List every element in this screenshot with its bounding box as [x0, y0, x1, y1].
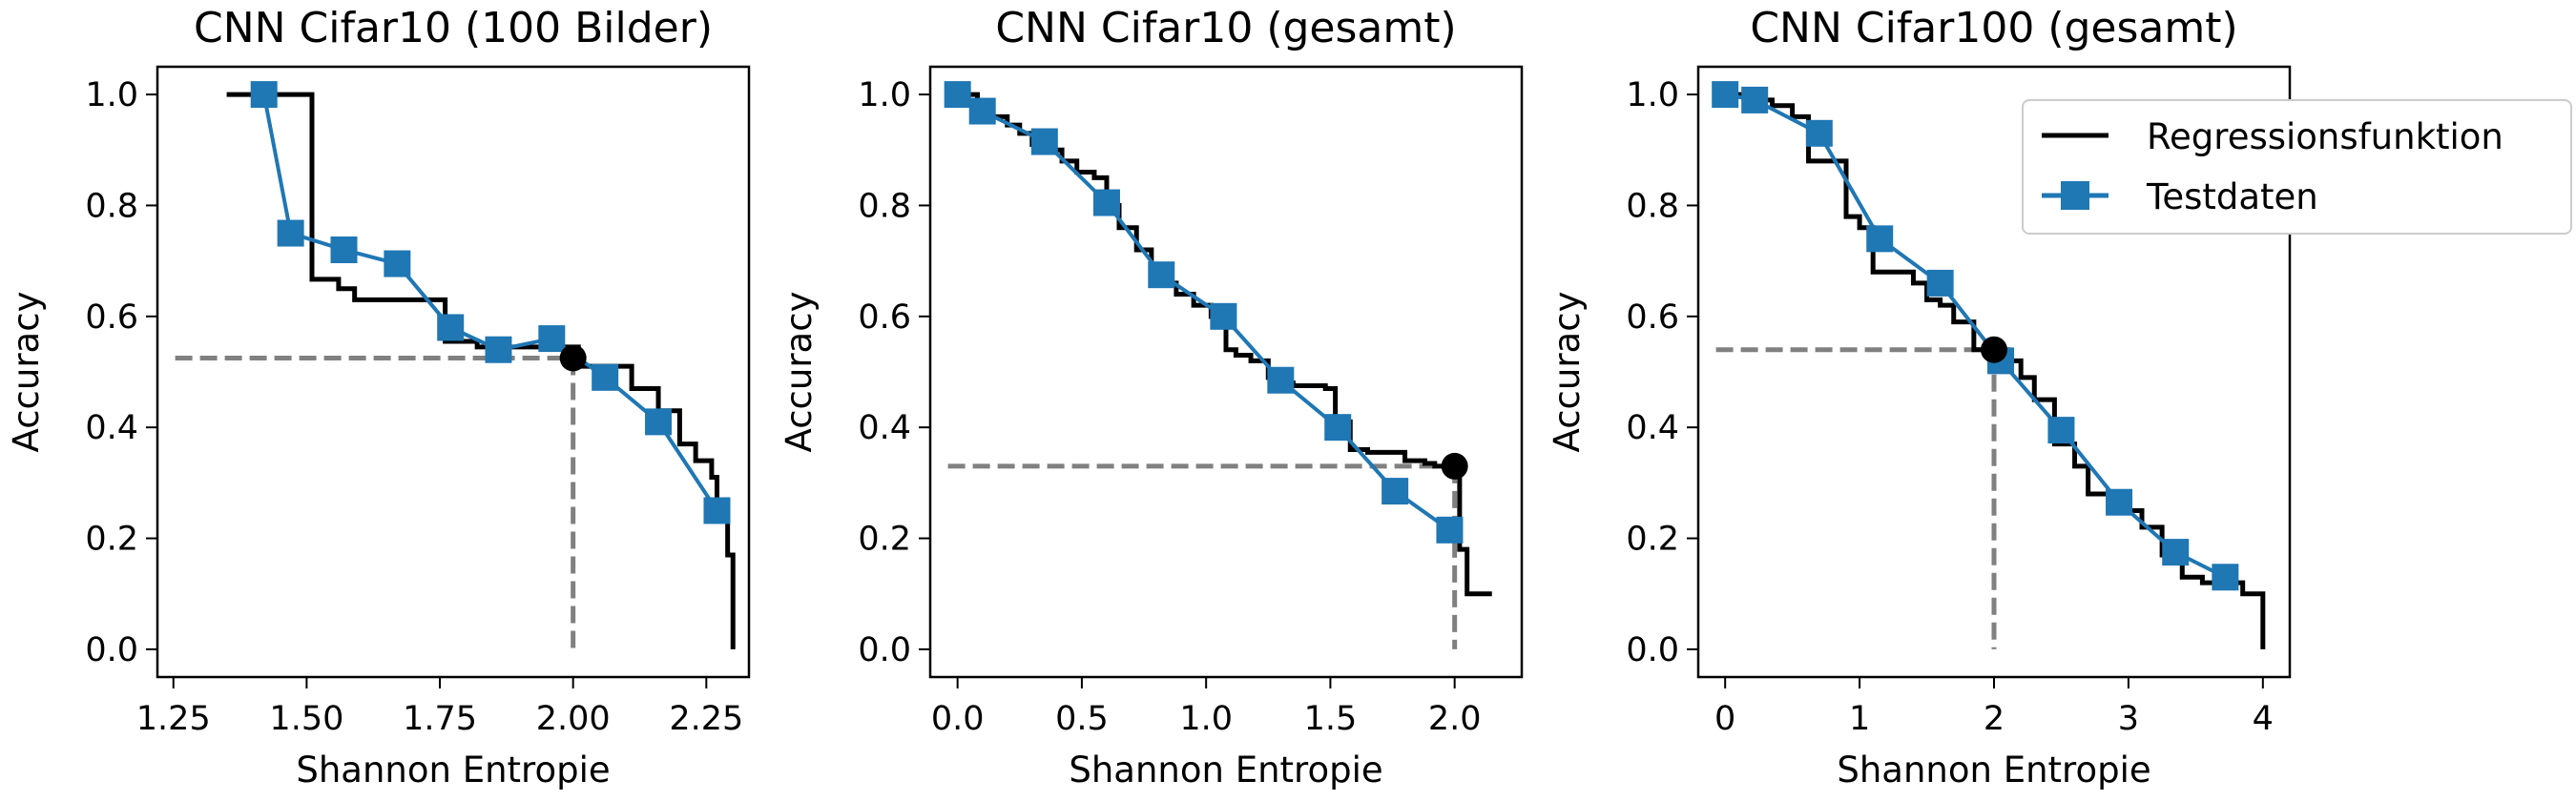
series-regressionsfunktion: [957, 92, 1492, 597]
y-tick-label: 0.8: [85, 187, 138, 225]
testdaten-point: [1210, 302, 1237, 330]
legend-frame: [2022, 99, 2572, 235]
y-axis-label: Accuracy: [1547, 292, 1588, 453]
y-tick-label: 0.0: [1626, 631, 1679, 669]
x-tick-label: 4: [2253, 700, 2274, 738]
x-tick-label: 1.50: [269, 700, 343, 738]
testdaten-point: [538, 325, 566, 353]
testdaten-point: [1381, 478, 1409, 505]
y-tick-label: 0.8: [858, 187, 911, 225]
x-tick-label: 2: [1984, 700, 2005, 738]
x-tick-label: 2.25: [669, 700, 743, 738]
testdaten-point: [968, 97, 996, 125]
testdaten-point: [1741, 86, 1769, 113]
testdaten-point: [2212, 564, 2239, 591]
y-tick-label: 0.2: [1626, 521, 1679, 559]
testdaten-point: [384, 250, 411, 277]
y-tick-label: 1.0: [1626, 76, 1679, 114]
testdaten-point: [645, 408, 673, 436]
x-tick-label: 2.00: [536, 700, 611, 738]
legend-label-regression: Regressionsfunktion: [2147, 116, 2503, 157]
chart-panel-2: CNN Cifar10 (gesamt) Shannon Entropie Accu…: [779, 4, 1524, 791]
y-tick-label: 0.6: [1626, 298, 1679, 337]
legend-test-marker: [2061, 181, 2089, 210]
testdaten-point: [2047, 417, 2075, 444]
testdaten-point: [1866, 225, 1894, 253]
series-testdaten-line: [956, 92, 1451, 532]
testdaten-point: [1324, 414, 1352, 442]
y-axis-label: Accuracy: [6, 292, 47, 453]
testdaten-point: [2162, 539, 2190, 566]
x-tick-label: 0: [1714, 700, 1735, 738]
y-tick-label: 0.6: [858, 298, 911, 337]
testdaten-point: [1712, 81, 1739, 109]
testdaten-point: [1436, 516, 1464, 544]
testdaten-point: [485, 336, 512, 363]
axes-frame: [156, 65, 751, 679]
y-axis-label: Accuracy: [779, 292, 820, 453]
y-tick-label: 0.0: [858, 631, 911, 669]
chart-panel-1: CNN Cifar10 (100 Bilder) Shannon Entropie…: [6, 4, 751, 791]
testdaten-point: [1092, 189, 1120, 216]
chart-title: CNN Cifar10 (gesamt): [995, 4, 1456, 52]
series-testdaten-line: [1724, 92, 2227, 580]
x-tick-label: 1.25: [136, 700, 211, 738]
testdaten-point: [703, 497, 731, 524]
series-testdaten-line: [261, 93, 719, 512]
marked-point: [559, 344, 587, 372]
x-tick-label: 3: [2118, 700, 2139, 738]
y-tick-label: 0.4: [1626, 409, 1679, 447]
x-tick-label: 1: [1849, 700, 1870, 738]
testdaten-point: [330, 236, 358, 263]
x-tick-label: 0.5: [1055, 700, 1109, 738]
testdaten-point: [1148, 261, 1175, 289]
y-tick-label: 1.0: [85, 76, 138, 114]
x-tick-label: 1.5: [1304, 700, 1358, 738]
marked-point: [1441, 452, 1468, 480]
testdaten-point: [1805, 119, 1833, 147]
testdaten-point: [592, 363, 619, 391]
x-axis-label: Shannon Entropie: [1069, 750, 1382, 791]
testdaten-point: [277, 219, 304, 247]
y-tick-label: 0.4: [85, 409, 138, 447]
x-tick-label: 1.0: [1179, 700, 1233, 738]
y-tick-label: 0.6: [85, 298, 138, 337]
x-tick-label: 0.0: [931, 700, 985, 738]
y-tick-label: 0.2: [858, 521, 911, 559]
marked-point: [1981, 336, 2007, 363]
x-tick-label: 1.75: [403, 700, 477, 738]
y-tick-label: 0.0: [85, 631, 138, 669]
y-tick-label: 1.0: [858, 76, 911, 114]
x-tick-label: 2.0: [1428, 700, 1482, 738]
chart-title: CNN Cifar10 (100 Bilder): [194, 4, 713, 52]
x-axis-label: Shannon Entropie: [296, 750, 610, 791]
axes-frame: [1696, 65, 2292, 679]
testdaten-point: [1030, 128, 1058, 155]
testdaten-point: [1267, 366, 1295, 394]
legend: Regressionsfunktion Testdaten: [2022, 99, 2572, 235]
legend-label-testdaten: Testdaten: [2146, 176, 2318, 217]
y-tick-label: 0.4: [858, 409, 911, 447]
testdaten-point: [944, 81, 971, 109]
chart-title: CNN Cifar100 (gesamt): [1750, 4, 2237, 52]
y-tick-label: 0.8: [1626, 187, 1679, 225]
y-tick-label: 0.2: [85, 521, 138, 559]
testdaten-point: [250, 81, 278, 109]
testdaten-point: [437, 314, 465, 341]
chart-panel-3: CNN Cifar100 (gesamt) Shannon Entropie Acc…: [1547, 4, 2292, 791]
testdaten-point: [2106, 488, 2133, 516]
testdaten-point: [1926, 269, 1954, 297]
series-regressionsfunktion: [226, 92, 736, 649]
x-axis-label: Shannon Entropie: [1837, 750, 2150, 791]
axes-frame: [928, 65, 1524, 679]
